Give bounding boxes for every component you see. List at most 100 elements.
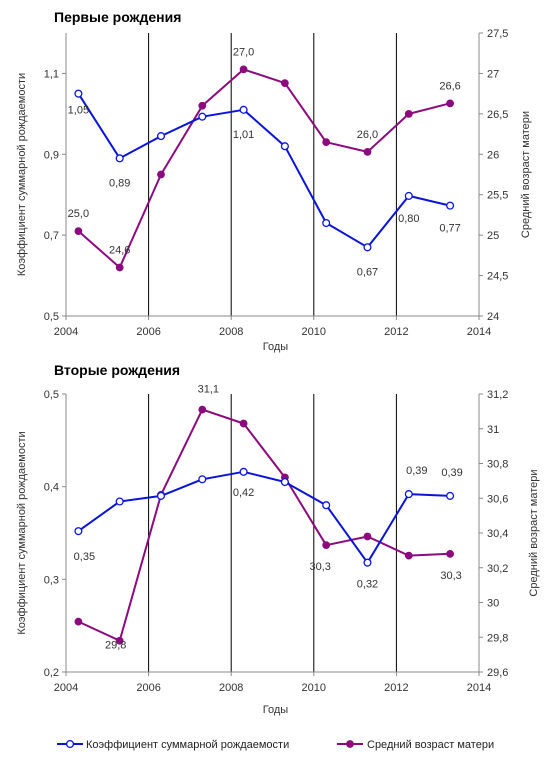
tfr-data-label: 0,39 bbox=[406, 465, 427, 477]
tfr-data-point bbox=[198, 112, 207, 121]
age-data-point bbox=[239, 419, 248, 428]
age-data-point bbox=[446, 549, 454, 558]
y-right-tick-label: 29,6 bbox=[487, 667, 508, 679]
age-data-label: 27,0 bbox=[233, 46, 254, 58]
chart-legend: Коэффициент суммарной рождаемости Средни… bbox=[57, 739, 494, 751]
age-data-point bbox=[74, 227, 83, 236]
legend-tfr-marker bbox=[65, 739, 75, 749]
legend-age-label: Средний возраст матери bbox=[367, 739, 494, 751]
tfr-data-point bbox=[404, 191, 413, 200]
tfr-data-point bbox=[446, 491, 455, 500]
x-axis-label: Годы bbox=[263, 341, 289, 353]
y-right-tick-label: 31 bbox=[487, 424, 499, 436]
age-data-label: 25,0 bbox=[68, 208, 89, 220]
tfr-data-label: 0,77 bbox=[439, 223, 460, 235]
tfr-data-point bbox=[363, 558, 372, 567]
y-right-tick-label: 27 bbox=[487, 68, 499, 80]
x-axis-label: Годы bbox=[263, 704, 289, 716]
x-tick-label: 2014 bbox=[467, 682, 491, 694]
tfr-series-line bbox=[77, 470, 451, 564]
y-right-tick-label: 30,2 bbox=[487, 563, 508, 575]
x-tick-label: 2004 bbox=[54, 682, 78, 694]
y-right-tick-label: 24,5 bbox=[487, 271, 508, 283]
tfr-data-point bbox=[239, 105, 248, 114]
x-tick-label: 2014 bbox=[467, 326, 491, 338]
y-left-tick-label: 0,2 bbox=[44, 667, 59, 679]
age-data-point bbox=[404, 551, 413, 560]
age-data-label: 24,6 bbox=[109, 244, 130, 256]
x-tick-label: 2006 bbox=[136, 326, 160, 338]
age-data-point bbox=[404, 109, 413, 118]
y-left-tick-label: 0,7 bbox=[44, 230, 59, 242]
tfr-data-point bbox=[363, 243, 372, 252]
tfr-data-label: 0,35 bbox=[74, 551, 95, 563]
age-data-label: 26,6 bbox=[439, 80, 460, 92]
y-right-tick-label: 31,2 bbox=[487, 389, 508, 401]
tfr-data-label: 0,42 bbox=[233, 487, 254, 499]
x-tick-label: 2010 bbox=[302, 682, 326, 694]
age-data-label: 31,1 bbox=[198, 384, 219, 396]
y-axis-left-label: Коэффициент суммарной рождаемости bbox=[16, 431, 28, 634]
y-left-tick-label: 0,4 bbox=[44, 482, 59, 494]
tfr-data-point bbox=[74, 527, 83, 536]
tfr-data-point bbox=[239, 467, 248, 476]
tfr-series-line bbox=[77, 93, 451, 249]
x-tick-label: 2010 bbox=[302, 326, 326, 338]
tfr-data-point bbox=[280, 477, 289, 487]
age-data-point bbox=[322, 541, 331, 550]
age-data-point bbox=[198, 405, 207, 414]
y-right-tick-label: 30,6 bbox=[487, 493, 508, 505]
chart-title: Вторые рождения bbox=[54, 362, 180, 378]
age-data-label: 30,3 bbox=[309, 561, 330, 573]
tfr-data-label: 1,05 bbox=[68, 105, 89, 117]
age-data-point bbox=[280, 79, 289, 88]
y-left-tick-label: 0,3 bbox=[44, 574, 59, 586]
tfr-data-point bbox=[322, 218, 331, 228]
tfr-data-label: 0,32 bbox=[357, 579, 378, 591]
tfr-data-point bbox=[156, 491, 166, 500]
age-data-label: 26,0 bbox=[357, 129, 378, 141]
y-right-tick-label: 25 bbox=[487, 230, 499, 242]
age-data-point bbox=[322, 138, 331, 147]
tfr-data-point bbox=[322, 501, 331, 510]
y-right-tick-label: 24 bbox=[487, 311, 499, 323]
age-data-point bbox=[363, 147, 372, 156]
tfr-data-point bbox=[446, 201, 455, 210]
y-right-tick-label: 26,5 bbox=[487, 109, 508, 121]
chart-title: Первые рождения bbox=[54, 9, 181, 25]
x-tick-label: 2012 bbox=[384, 682, 408, 694]
x-tick-label: 2012 bbox=[384, 326, 408, 338]
tfr-data-label: 0,39 bbox=[441, 467, 462, 479]
legend-age-marker bbox=[346, 740, 354, 748]
y-left-tick-label: 0,9 bbox=[44, 149, 59, 161]
age-data-point bbox=[446, 99, 454, 108]
y-right-tick-label: 25,5 bbox=[487, 190, 508, 202]
tfr-data-point bbox=[115, 154, 124, 163]
y-left-tick-label: 0,5 bbox=[44, 311, 59, 323]
x-tick-label: 2004 bbox=[54, 326, 78, 338]
chart-panel-2: Вторые рождения 2004 2006 2008 2010 2012 2014 0… bbox=[16, 362, 540, 716]
tfr-data-point bbox=[198, 475, 207, 484]
y-right-tick-label: 29,8 bbox=[487, 632, 508, 644]
y-right-tick-label: 30,8 bbox=[487, 459, 508, 471]
tfr-data-label: 0,80 bbox=[398, 213, 419, 225]
legend-tfr-label: Коэффициент суммарной рождаемости bbox=[86, 739, 289, 751]
age-data-point bbox=[115, 263, 124, 272]
tfr-data-point bbox=[280, 142, 289, 151]
tfr-data-label: 0,67 bbox=[357, 266, 378, 278]
tfr-data-point bbox=[404, 490, 413, 499]
tfr-data-point bbox=[156, 132, 166, 141]
age-data-label: 30,3 bbox=[440, 570, 461, 582]
age-data-point bbox=[157, 170, 165, 179]
age-data-point bbox=[74, 617, 83, 626]
tfr-data-label: 0,89 bbox=[109, 177, 130, 189]
y-right-tick-label: 26 bbox=[487, 149, 499, 161]
y-axis-right-label: Средний возраст матери bbox=[520, 111, 532, 238]
chart-panel-1: Первые рождения 2004 2006 2008 2010 2012 2014 0… bbox=[16, 9, 532, 353]
y-right-tick-label: 30 bbox=[487, 598, 499, 610]
tfr-data-point bbox=[74, 89, 83, 98]
age-data-point bbox=[115, 636, 124, 645]
age-data-point bbox=[363, 532, 372, 541]
y-axis-left-label: Коэффициент суммарной рождаемости bbox=[16, 73, 28, 276]
